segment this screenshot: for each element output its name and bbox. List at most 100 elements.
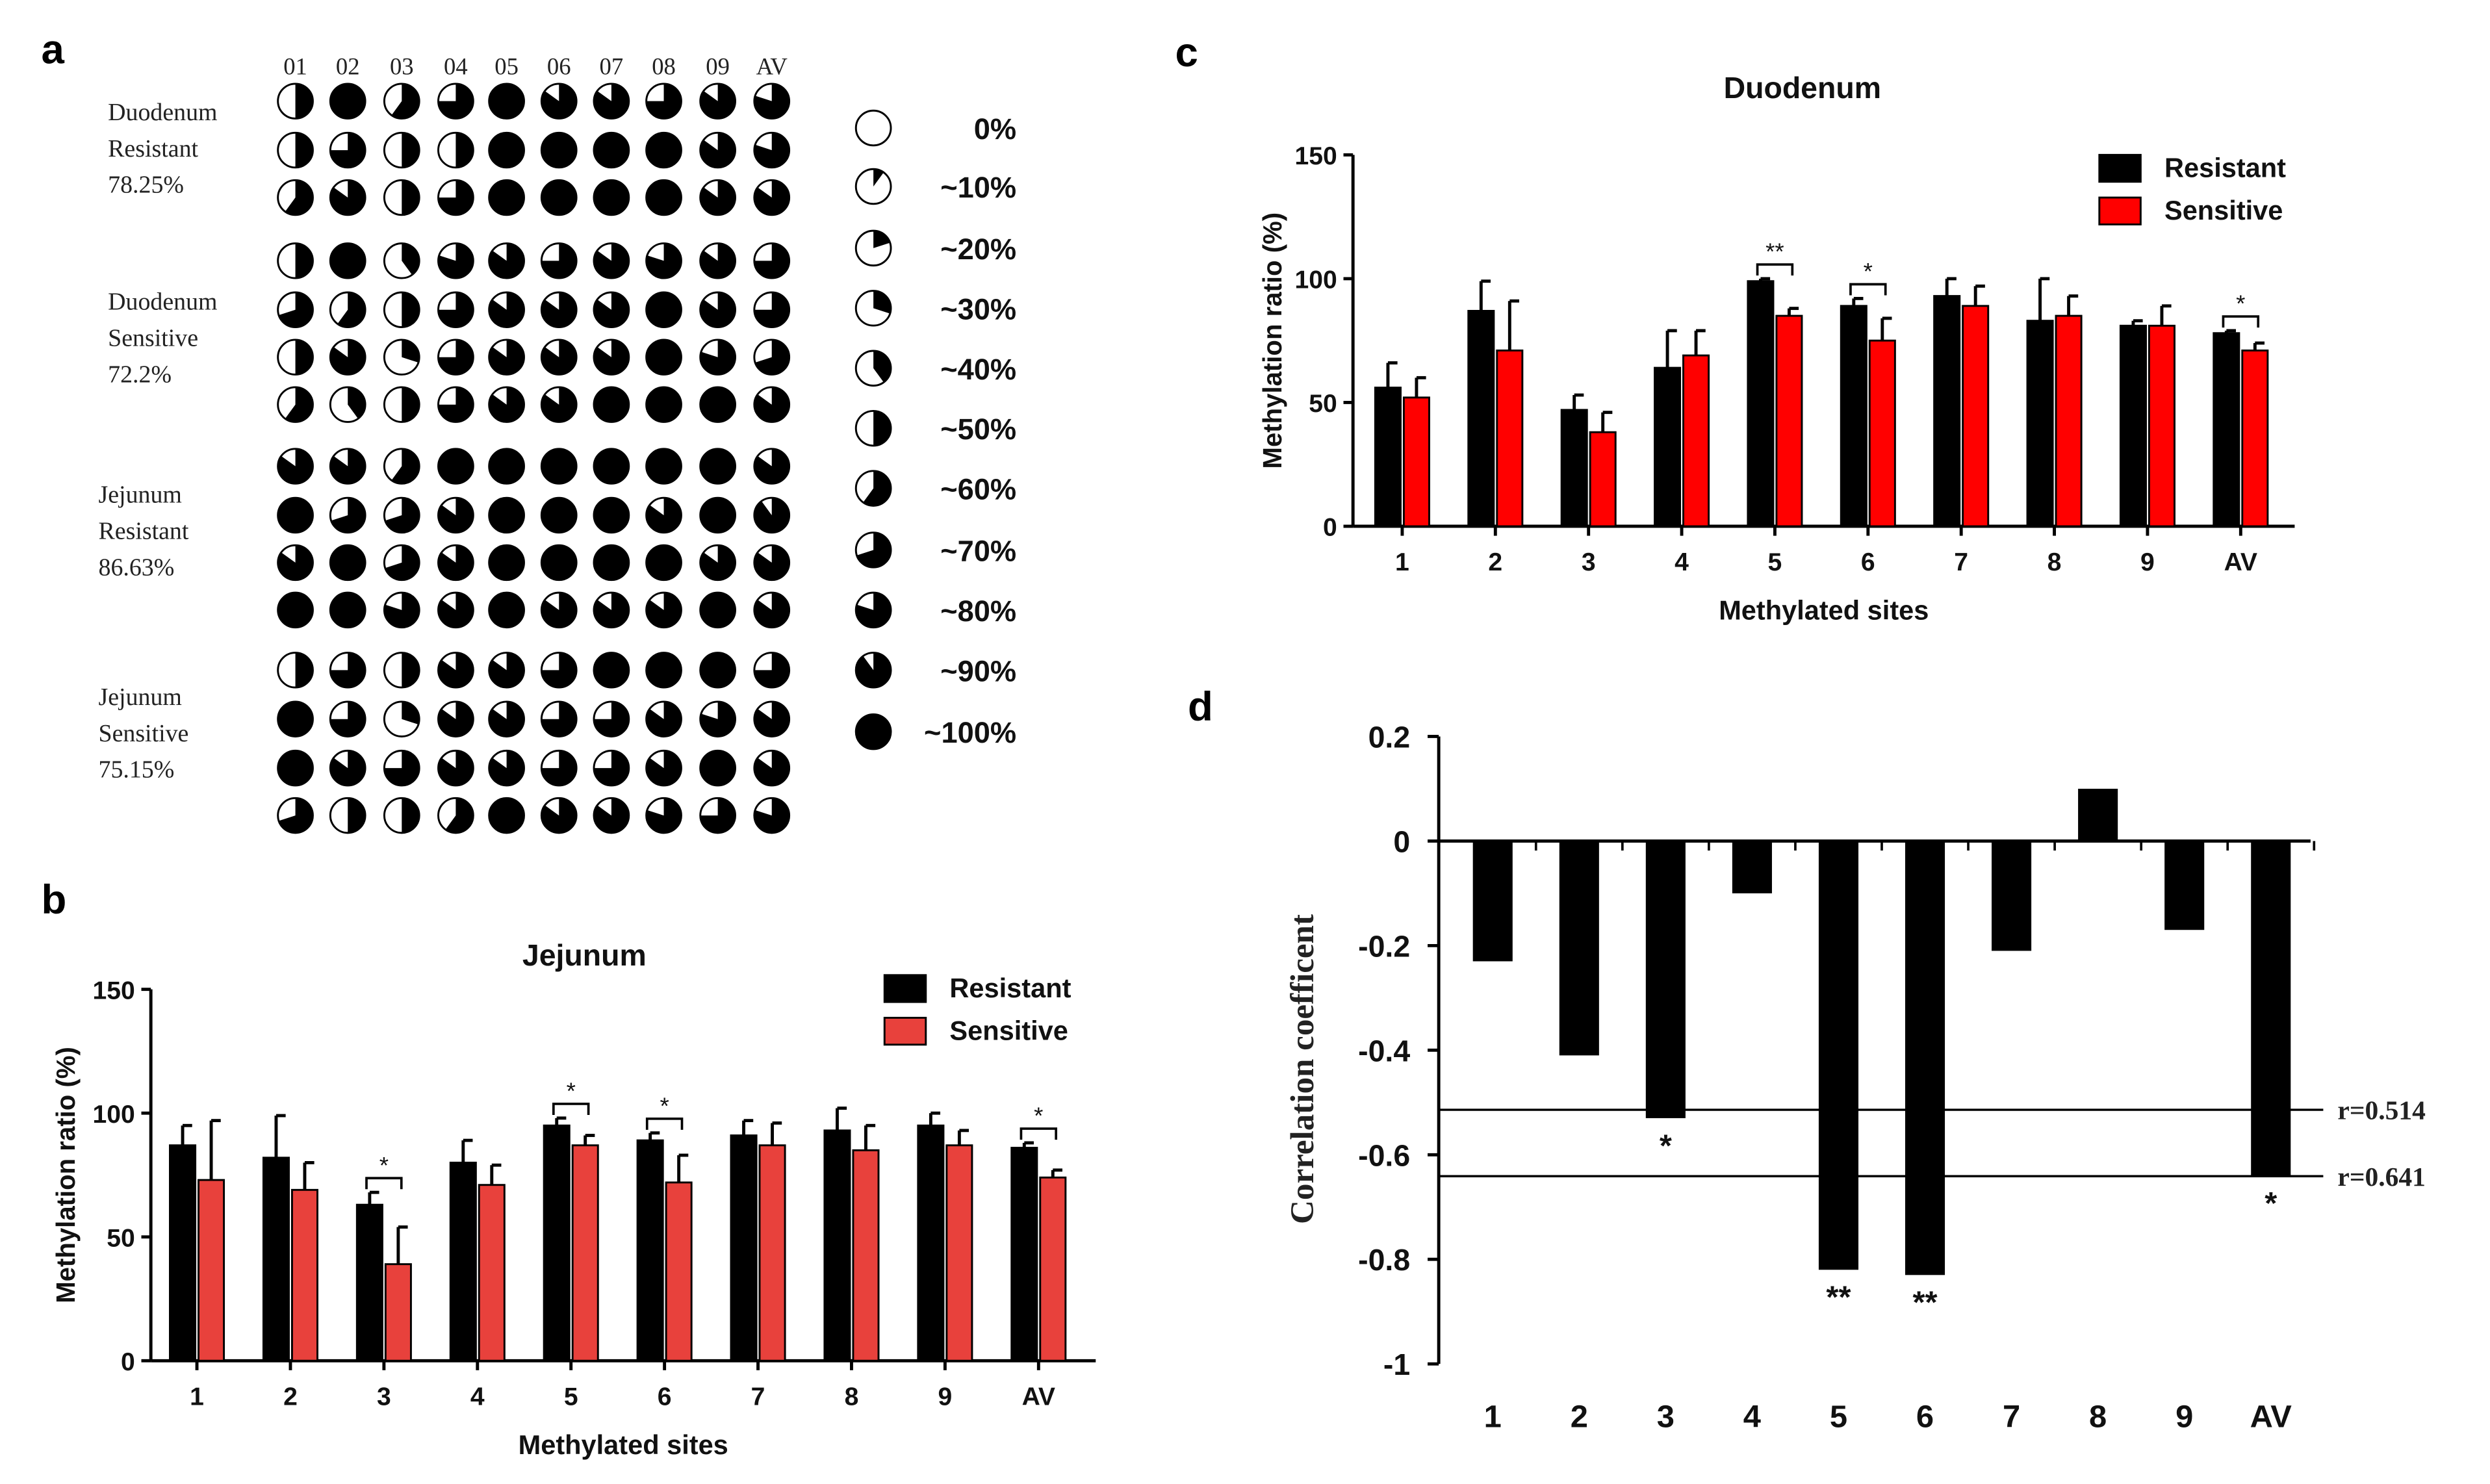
methylation-pie [645,242,682,279]
x-tick-label: 8 [2047,548,2062,576]
methylation-pie [383,544,420,582]
panel-letter-c: c [1175,30,1198,75]
pie-wedge [754,180,789,215]
methylation-pie [329,700,366,737]
y-tick-label: 50 [107,1224,135,1252]
legend-label: ~70% [940,535,1016,568]
methylation-pie [540,242,578,279]
legend-label: Sensitive [949,1016,1068,1046]
methylation-pie [383,448,420,485]
pie-fill [700,593,736,628]
pie-wedge [873,290,892,314]
methylation-pie [277,544,314,582]
correlation-bar [2078,788,2118,841]
methylation-pie [383,131,420,169]
bar-resistant [2119,324,2147,528]
methylation-pie [277,242,314,279]
methylation-pie [593,179,630,216]
significance-marker: * [1864,258,1873,285]
bar-sensitive [758,1144,786,1362]
pie-wedge [754,545,789,580]
legend-swatch [2098,196,2142,225]
methylation-pie [540,591,578,629]
methylation-pie [488,496,525,534]
group-label: Duodenum [108,99,217,126]
bar-sensitive [852,1149,880,1362]
pie-fill [489,180,524,215]
x-tick-label: 4 [1743,1400,1761,1435]
x-tick-label: 6 [658,1383,672,1411]
methylation-pie [329,591,366,629]
methylation-pie [329,652,366,689]
pie-wedge [330,180,366,215]
legend-label: ~80% [940,595,1016,628]
pie-wedge [700,701,736,737]
methylation-pie [437,652,474,689]
x-tick-label: 3 [377,1383,391,1411]
legend-pie [854,409,892,447]
pie-fill [700,498,736,533]
pie-fill [646,652,682,688]
methylation-pie [277,386,314,423]
correlation-bar [1559,841,1599,1056]
pie-wedge [295,133,313,168]
methylation-pie [645,652,682,689]
bar-resistant [1933,295,1961,528]
methylation-pie [277,496,314,534]
pie-wedge [754,387,789,422]
pie-wedge [754,133,789,168]
pie-wedge [594,701,629,737]
pie-wedge [402,387,420,422]
methylation-pie [753,179,791,216]
methylation-pie [383,291,420,328]
pie-wedge [754,701,789,737]
group-label: Sensitive [108,325,198,352]
correlation-bar [1818,841,1859,1270]
reference-line-label: r=0.641 [2337,1162,2426,1192]
pie-wedge [438,243,474,279]
methylation-pie [593,652,630,689]
x-tick-label: 2 [1488,548,1502,576]
methylation-pie [753,131,791,169]
pie-fill [646,292,682,327]
pie-wedge [438,701,474,737]
significance-bracket [645,1117,684,1130]
x-tick-label: AV [2224,548,2257,576]
methylation-pie [593,700,630,737]
pie-fill [541,448,577,484]
correlation-bar [2251,841,2291,1176]
methylation-pie [329,386,366,423]
correlation-bar [2164,841,2205,930]
methylation-pie [645,339,682,376]
pie-wedge [277,448,313,484]
pie-fill [646,387,682,422]
correlation-bar [1905,841,1945,1275]
methylation-pie [437,700,474,737]
pie-wedge [285,180,313,215]
pie-wedge [754,448,789,484]
legend-pie [854,229,892,267]
pie-wedge [330,652,366,688]
pie-fill [594,448,629,484]
pie-fill [438,448,474,484]
methylation-pie [699,242,736,279]
pie-wedge [330,701,366,737]
pie-wedge [384,593,420,628]
pie-fill [594,498,629,533]
legend-swatch [2098,153,2142,183]
methylation-pie [645,591,682,629]
significance-bracket [1756,263,1794,276]
pie-fill [700,448,736,484]
column-header: 09 [706,53,730,79]
pie-wedge [754,652,789,688]
methylation-pie [540,448,578,485]
chart-title: Jejunum [522,938,647,972]
significance-marker: * [1660,1128,1672,1163]
methylation-pie [488,797,525,834]
bar-sensitive [1402,396,1430,528]
methylation-pie [699,386,736,423]
methylation-pie [699,448,736,485]
pie-fill [489,545,524,580]
pie-wedge [541,701,577,737]
methylation-pie [645,544,682,582]
